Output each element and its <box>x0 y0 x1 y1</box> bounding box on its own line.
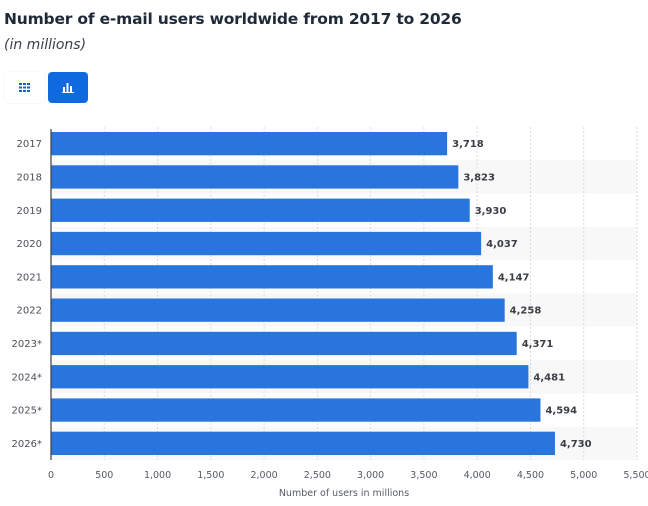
x-tick-label: 2,000 <box>250 470 277 481</box>
bar[interactable] <box>51 265 493 289</box>
category-label: 2017 <box>17 139 42 150</box>
x-tick-label: 4,000 <box>464 470 491 481</box>
data-label: 4,371 <box>522 339 554 350</box>
category-label: 2022 <box>17 306 42 317</box>
bar[interactable] <box>51 131 448 156</box>
table-view-button[interactable] <box>5 72 45 103</box>
x-tick-label: 5,500 <box>623 470 648 481</box>
data-label: 3,718 <box>452 139 484 150</box>
data-label: 3,823 <box>463 172 495 183</box>
x-tick-label: 3,500 <box>410 470 437 481</box>
data-label: 4,037 <box>486 239 518 250</box>
x-tick-label: 2,500 <box>304 470 331 481</box>
x-tick-label: 4,500 <box>517 470 544 481</box>
category-label: 2023* <box>12 339 42 350</box>
data-label: 4,730 <box>560 439 592 450</box>
x-axis-title: Number of users in millions <box>279 488 409 499</box>
chart-title: Number of e-mail users worldwide from 20… <box>4 10 462 28</box>
grid-table-icon <box>19 82 30 92</box>
chart-subtitle: (in millions) <box>4 37 87 53</box>
x-tick-label: 1,000 <box>144 470 171 481</box>
category-label: 2018 <box>17 172 42 183</box>
data-label: 4,147 <box>498 272 530 283</box>
bar-chart-icon <box>62 83 74 93</box>
category-label: 2025* <box>12 406 42 417</box>
bar[interactable] <box>51 165 459 189</box>
bar[interactable] <box>51 331 517 356</box>
x-tick-label: 500 <box>95 470 113 481</box>
category-label: 2024* <box>12 372 42 383</box>
bar[interactable] <box>51 198 470 222</box>
x-tick-label: 3,000 <box>357 470 384 481</box>
bar[interactable] <box>51 298 505 322</box>
bar[interactable] <box>51 398 541 422</box>
chart-view-button[interactable] <box>48 72 88 103</box>
data-label: 3,930 <box>475 206 507 217</box>
category-label: 2020 <box>17 239 42 250</box>
bar[interactable] <box>51 365 529 389</box>
data-label: 4,481 <box>533 372 565 383</box>
x-tick-label: 5,000 <box>570 470 597 481</box>
bar[interactable] <box>51 231 482 256</box>
category-label: 2026* <box>12 439 42 450</box>
category-label: 2019 <box>17 206 42 217</box>
x-tick-label: 1,500 <box>197 470 224 481</box>
data-label: 4,258 <box>510 306 542 317</box>
bar[interactable] <box>51 431 555 456</box>
x-tick-label: 0 <box>48 470 54 481</box>
category-label: 2021 <box>17 272 42 283</box>
data-label: 4,594 <box>545 406 577 417</box>
